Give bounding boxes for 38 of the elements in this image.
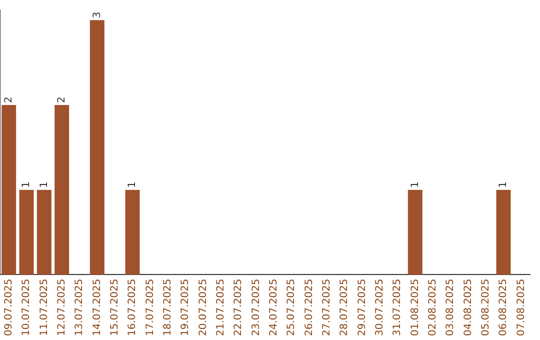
x-tick-label: 29.07.2025 (356, 278, 368, 336)
x-tick-label: 04.08.2025 (462, 278, 474, 336)
x-tick-label: 03.08.2025 (445, 278, 456, 336)
x-tick-label: 06.08.2025 (498, 278, 510, 336)
x-tick-label: 19.07.2025 (180, 278, 192, 336)
x-tick-label: 24.07.2025 (268, 278, 280, 336)
data-label: 1 (127, 182, 138, 188)
x-tick-label: 15.07.2025 (109, 278, 120, 336)
data-label: 1 (21, 182, 32, 188)
data-label: 3 (92, 12, 103, 18)
x-tick-label: 18.07.2025 (162, 278, 174, 336)
x-tick-label: 25.07.2025 (286, 278, 298, 336)
x-tick-label: 30.07.2025 (374, 278, 386, 336)
data-label: 1 (498, 182, 510, 188)
x-tick-label: 16.07.2025 (127, 278, 138, 336)
x-tick-label: 07.08.2025 (516, 278, 527, 336)
data-label: 2 (3, 96, 14, 104)
x-tick-label: 09.07.2025 (3, 278, 14, 336)
x-tick-label: 20.07.2025 (198, 278, 209, 336)
x-tick-label: 28.07.2025 (339, 278, 350, 336)
x-tick-label: 01.08.2025 (410, 278, 421, 336)
x-tick-label: 22.07.2025 (233, 278, 244, 336)
x-tick-label: 31.07.2025 (392, 278, 404, 336)
x-tick-label: 02.08.2025 (427, 278, 438, 336)
x-tick-label: 27.07.2025 (321, 278, 332, 336)
x-tick-label: 23.07.2025 (250, 278, 262, 336)
x-tick-label: 13.07.2025 (74, 278, 86, 336)
x-tick-label: 11.07.2025 (38, 278, 50, 336)
x-tick-label: 05.08.2025 (480, 278, 492, 336)
data-label: 1 (38, 182, 50, 188)
data-label: 1 (410, 182, 421, 188)
x-tick-label: 26.07.2025 (304, 278, 315, 336)
x-tick-label: 17.07.2025 (144, 278, 156, 336)
x-tick-label: 21.07.2025 (215, 278, 226, 336)
x-tick-label: 12.07.2025 (56, 278, 68, 336)
x-tick-label: 10.07.2025 (21, 278, 32, 336)
x-tick-label: 14.07.2025 (92, 278, 103, 336)
data-label: 2 (56, 96, 68, 104)
